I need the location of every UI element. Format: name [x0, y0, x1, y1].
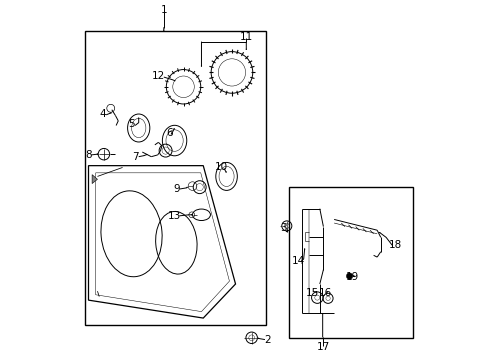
Text: 18: 18 [387, 239, 401, 249]
Text: 17: 17 [316, 342, 329, 352]
Text: 3: 3 [280, 224, 286, 233]
Text: 13: 13 [167, 211, 181, 221]
Text: 11: 11 [239, 32, 252, 41]
Polygon shape [92, 175, 97, 184]
Text: 15: 15 [305, 288, 319, 298]
Bar [289, 187, 412, 338]
Bar [85, 31, 265, 325]
Text: 9: 9 [173, 184, 179, 194]
Text: 6: 6 [165, 129, 172, 138]
Text: 1: 1 [160, 5, 167, 15]
Text: 12: 12 [151, 71, 165, 81]
Circle shape [346, 273, 352, 279]
Text: 16: 16 [318, 288, 331, 298]
Text: 5: 5 [128, 120, 135, 129]
Text: 8: 8 [85, 150, 92, 160]
Text: 2: 2 [264, 334, 270, 345]
Text: 7: 7 [132, 152, 138, 162]
Text: 19: 19 [345, 272, 358, 282]
Text: 10: 10 [214, 162, 227, 172]
Text: 14: 14 [291, 256, 305, 266]
Text: 4: 4 [100, 109, 106, 119]
